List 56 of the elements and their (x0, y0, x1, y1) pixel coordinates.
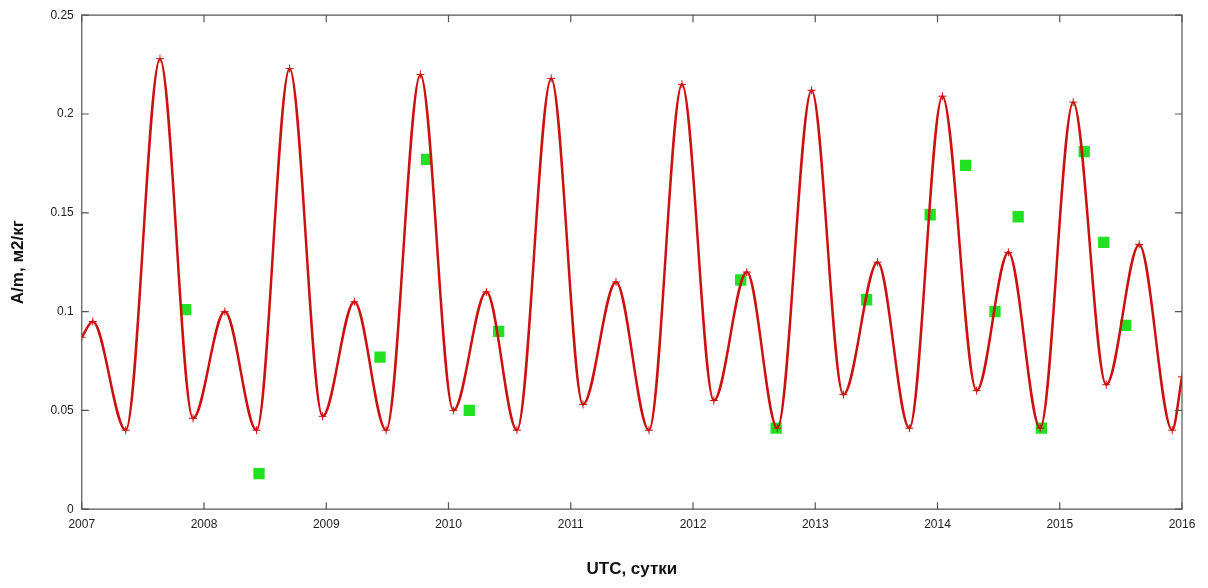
point (972, 386, 982, 396)
point (318, 411, 328, 421)
point (155, 54, 165, 64)
point (1167, 425, 1177, 435)
point (252, 425, 262, 435)
x-tick-label: 2010 (435, 516, 463, 531)
y-tick-label: 0.1 (57, 303, 75, 318)
x-axis-title: UTC, сутки (586, 559, 678, 579)
x-tick-label: 2012 (679, 516, 707, 531)
point (253, 467, 265, 480)
x-tick-label: 2009 (312, 516, 340, 531)
y-tick-label: 0.05 (50, 402, 75, 417)
point (644, 425, 654, 435)
point (742, 267, 752, 277)
point (512, 425, 522, 435)
point (1068, 97, 1078, 107)
point (611, 277, 621, 287)
point (349, 297, 359, 307)
point (1101, 380, 1111, 390)
x-tick-label: 2008 (190, 516, 218, 531)
x-tick-label: 2007 (68, 516, 96, 531)
x-tick-label: 2011 (557, 516, 584, 531)
point (677, 79, 687, 89)
point (709, 396, 719, 406)
point (1012, 211, 1024, 223)
point (121, 425, 131, 435)
point (937, 91, 947, 101)
point (448, 405, 458, 415)
point (415, 69, 425, 79)
x-tick-label: 2016 (1168, 516, 1196, 531)
point (904, 423, 914, 433)
point (959, 159, 972, 172)
point (546, 73, 556, 83)
point (873, 257, 883, 267)
point (481, 287, 491, 297)
point (381, 425, 391, 435)
point (463, 404, 475, 417)
point (285, 64, 295, 74)
x-tick-label: 2015 (1046, 516, 1074, 531)
point (1134, 239, 1144, 249)
y-axis-title: A/m, м2/кг (7, 220, 27, 305)
x-tick-label: 2013 (801, 516, 829, 531)
point (1098, 236, 1110, 249)
point (807, 85, 817, 95)
point (578, 399, 588, 409)
point (1003, 247, 1013, 257)
x-tick-label: 2014 (924, 516, 952, 531)
point (374, 351, 386, 363)
y-tick-label: 0.25 (50, 7, 75, 22)
point (88, 316, 98, 326)
point (220, 307, 230, 317)
point (188, 413, 198, 423)
y-tick-label: 0.15 (50, 205, 75, 220)
y-tick-label: 0.2 (57, 106, 75, 121)
y-tick-label: 0 (67, 501, 75, 516)
point (838, 390, 848, 400)
